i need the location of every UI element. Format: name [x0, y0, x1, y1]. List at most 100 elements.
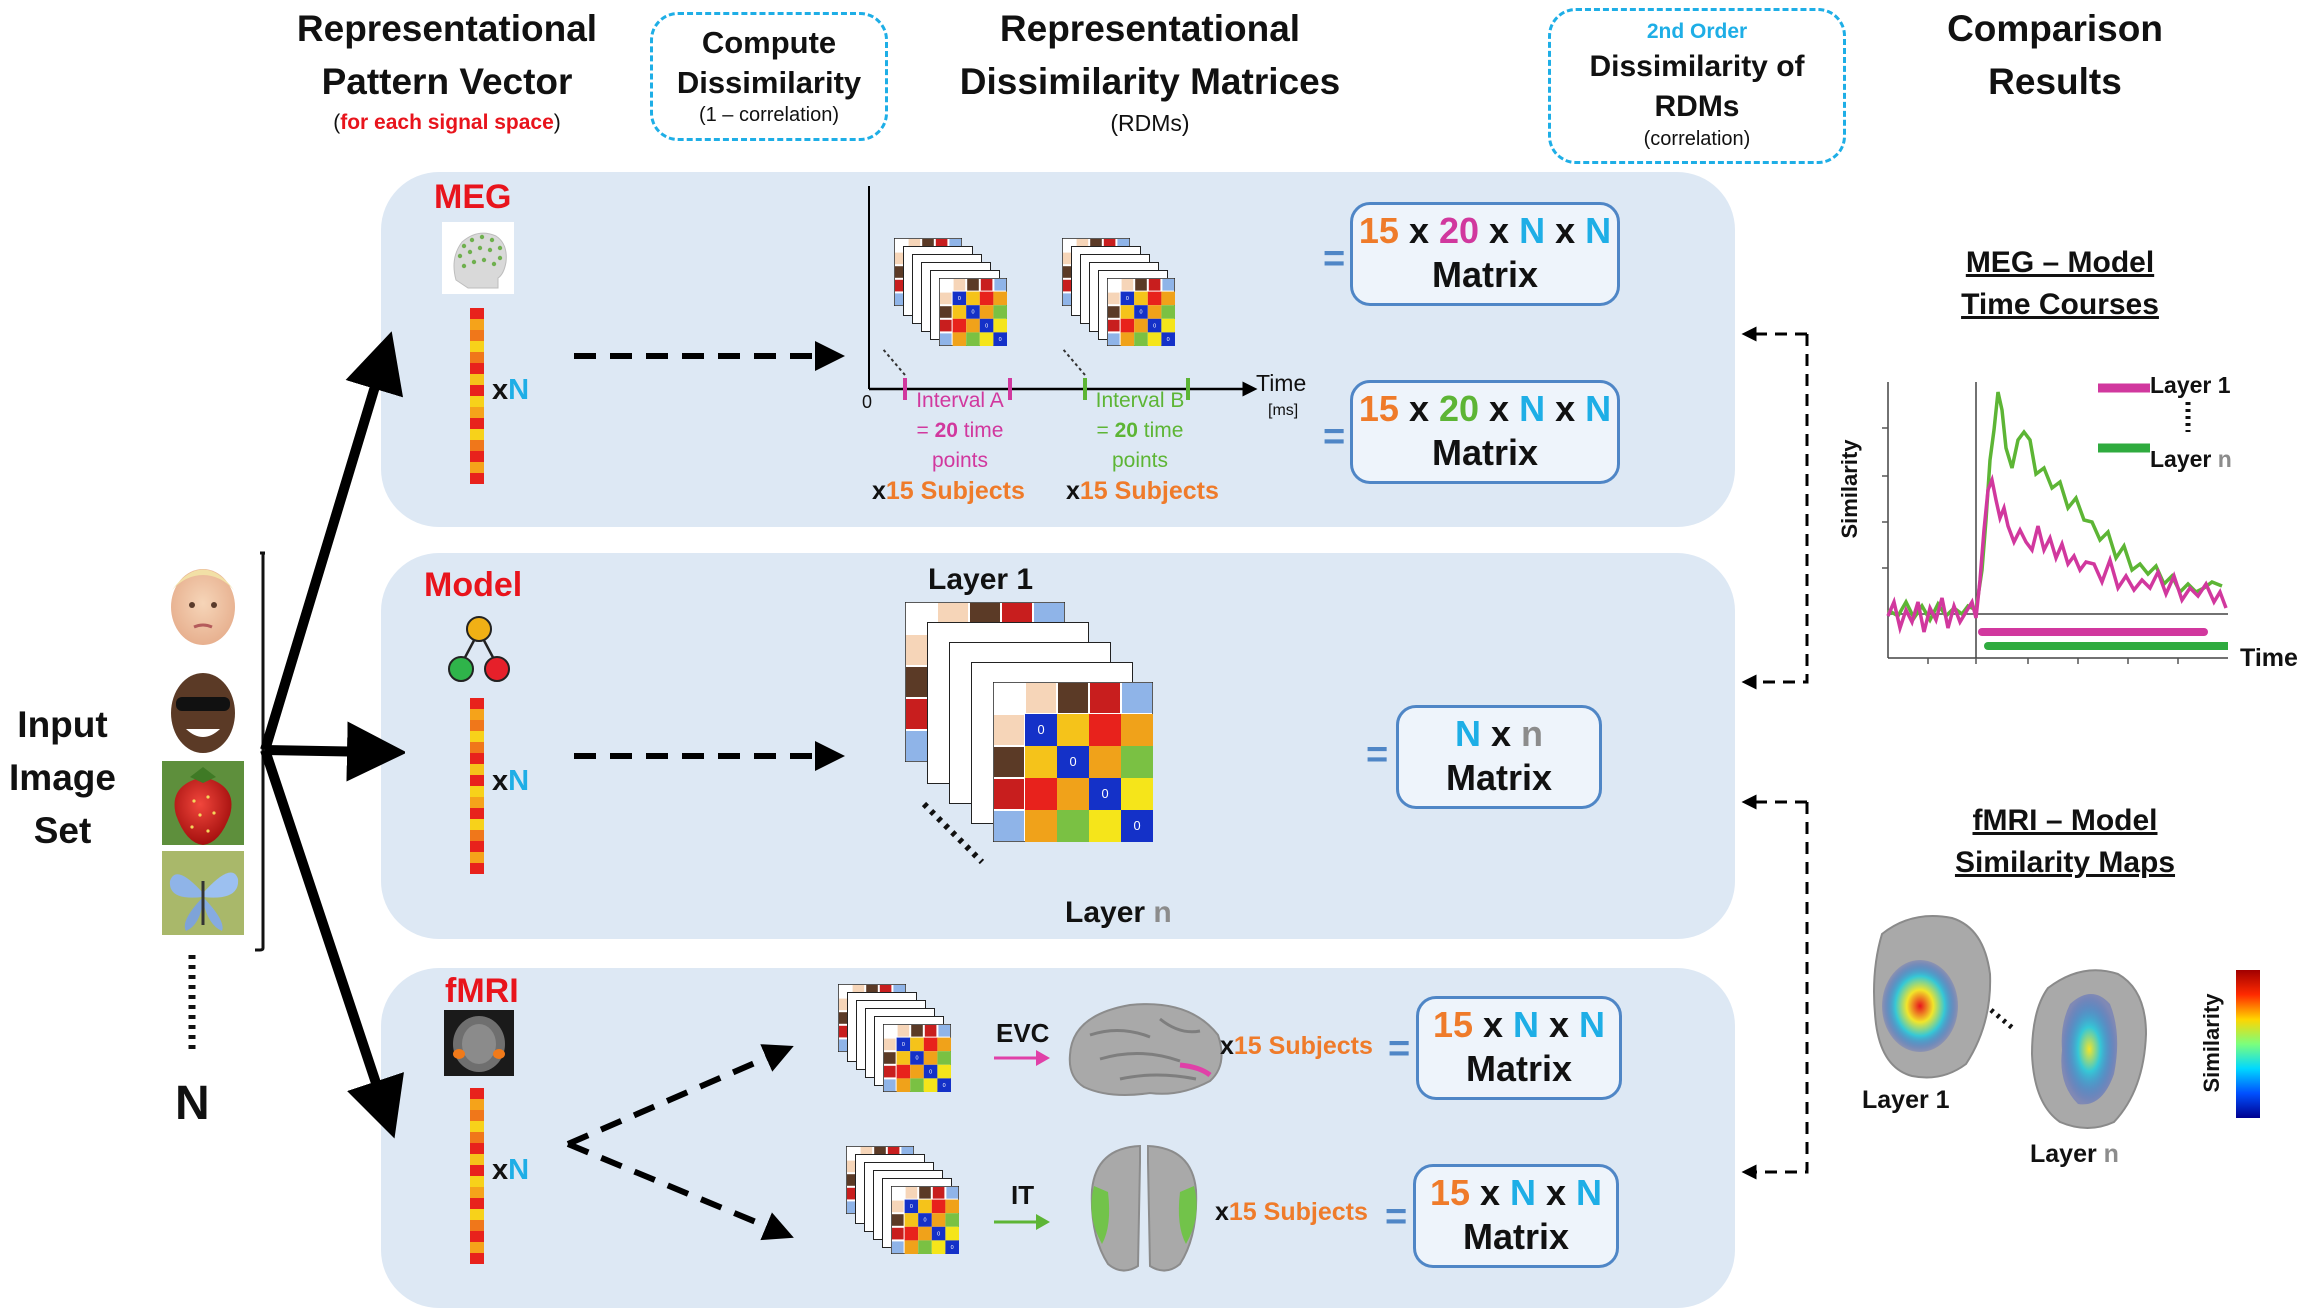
pattern-vector-cell	[470, 407, 484, 418]
rdm-thumb	[1063, 293, 1075, 305]
input-arrows	[260, 331, 405, 1139]
colorbar-label: Similarity	[2199, 993, 2224, 1093]
rdm-cell	[937, 1064, 951, 1079]
rdm-thumb	[924, 1025, 937, 1037]
meg-equals-2: =	[1323, 416, 1346, 458]
it-label: IT	[1011, 1180, 1035, 1210]
rdm-thumb	[908, 239, 921, 251]
pattern-vector-cell	[470, 1242, 484, 1253]
rdm-cell	[923, 1037, 938, 1052]
rdm-cell	[931, 1226, 946, 1241]
rdm-thumb	[839, 1012, 851, 1024]
rdm-thumb	[874, 1147, 886, 1159]
rdm-cell	[910, 1064, 924, 1079]
rdm-thumb	[893, 985, 905, 997]
region-arrows	[994, 1050, 1050, 1230]
rdm-thumb	[935, 239, 948, 251]
rdm-cell	[1025, 746, 1057, 778]
rdm-cell	[896, 1078, 911, 1092]
rdm-cell	[1147, 305, 1162, 319]
rdm-cell	[1161, 291, 1175, 306]
child-face-image	[162, 553, 244, 651]
pattern-vector-cell	[470, 462, 484, 473]
rdm-thumb	[897, 1025, 910, 1037]
pattern-vector-note: (for each signal space)	[333, 111, 561, 134]
map-dots	[1989, 1008, 2017, 1032]
fmri-results-title-2: Similarity Maps	[1954, 846, 2176, 879]
rdm-thumb	[994, 747, 1024, 777]
pattern-vector-cell	[470, 429, 484, 440]
rdm-cell	[1089, 714, 1121, 746]
rdm-cell	[966, 291, 980, 306]
pattern-vector-cell	[470, 1099, 484, 1110]
pattern-vector-cell	[470, 1253, 484, 1264]
model-matrix-dims: N x n	[1454, 713, 1544, 754]
rdm-thumb	[884, 1052, 896, 1064]
fmri-matrix-2-dims: 15 x N x N	[1429, 1172, 1603, 1213]
pattern-vector-cell	[470, 1231, 484, 1242]
rdm-cell	[1161, 305, 1175, 319]
rdm-thumb	[847, 1174, 859, 1186]
rdm-zero: 0	[1139, 310, 1142, 316]
rdm-thumb	[1058, 683, 1088, 713]
fmri-rdm-stack-evc: 0 0 0 0	[837, 983, 978, 1104]
rdm-zero: 0	[902, 1042, 905, 1048]
rdm-cell	[1025, 714, 1057, 746]
rdm-cell	[1089, 810, 1121, 842]
fmri-times-n: xN	[492, 1154, 530, 1186]
rdm-cell	[1134, 291, 1148, 306]
pattern-vector-cell	[470, 786, 484, 797]
rdm-cell	[1057, 810, 1089, 842]
rdm-cell	[918, 1199, 932, 1214]
meg-matrix-box-1: 15 x 20 x N x N Matrix	[1350, 202, 1620, 306]
chart-time-label: Time	[2240, 644, 2298, 672]
rdm-cell	[945, 1213, 959, 1227]
rdm-thumb	[1026, 683, 1056, 713]
second-order-box: 2nd Order Dissimilarity of RDMs (correla…	[1548, 8, 1846, 164]
pattern-vector-cell	[470, 308, 484, 319]
rdm-thumb	[1108, 333, 1120, 345]
model-label: Model	[424, 566, 523, 604]
rdm-thumb	[949, 239, 961, 251]
pattern-vector-cell	[470, 698, 484, 709]
fmri-results-title-1: fMRI – Model	[1972, 804, 2158, 837]
fmri-rdm-stack-it: 0 0 0 0	[845, 1145, 986, 1266]
meg-head-icon	[442, 222, 514, 294]
rdm-thumb	[922, 239, 934, 251]
strawberry-image	[162, 761, 244, 845]
rdm-cell	[945, 1226, 959, 1241]
pattern-vector-cell	[470, 440, 484, 451]
compute-title-2: Dissimilarity	[676, 65, 862, 100]
rdm-cell	[966, 305, 980, 319]
rdm-cell	[1120, 318, 1135, 333]
rdm-zero: 0	[929, 1069, 932, 1075]
rdm-zero: 0	[1133, 818, 1140, 833]
rdm-cell	[910, 1037, 924, 1052]
pattern-vector-cell	[470, 374, 484, 385]
fmri-label: fMRI	[445, 972, 519, 1010]
second-order-note: (correlation)	[1643, 128, 1751, 150]
rdm-stack-layer: 0 0 0 0	[938, 277, 1008, 347]
rdm-thumb	[940, 306, 952, 318]
rdm-thumb	[1162, 279, 1174, 291]
rdm-cell	[923, 1078, 938, 1092]
pattern-vector-cell	[470, 863, 484, 874]
input-line-2: Image	[9, 757, 116, 798]
rdm-thumb	[919, 1187, 931, 1199]
rdm-cell	[896, 1064, 911, 1079]
model-matrix-word: Matrix	[1445, 757, 1553, 798]
rdm-cell	[1134, 318, 1148, 333]
map-layer-n-label: Layer n	[2030, 1140, 2119, 1168]
rdm-cell	[1025, 810, 1057, 842]
rdms-header: Representational Dissimilarity Matrices …	[930, 2, 1370, 138]
rdm-cell	[904, 1226, 919, 1241]
fmri-brain-icon	[444, 1010, 514, 1076]
second-order-connectors	[1741, 326, 1809, 1180]
rdm-matrix-icon: 0 0 0 0	[938, 277, 1008, 347]
rdm-thumb	[940, 319, 952, 332]
rdm-thumb	[994, 811, 1024, 841]
comparison-header: Comparison Results	[1920, 2, 2190, 108]
pattern-vector-cell	[470, 1143, 484, 1154]
rdm-thumb	[884, 1038, 896, 1051]
meg-interval-a: Interval A = 20 time points	[895, 386, 1025, 476]
